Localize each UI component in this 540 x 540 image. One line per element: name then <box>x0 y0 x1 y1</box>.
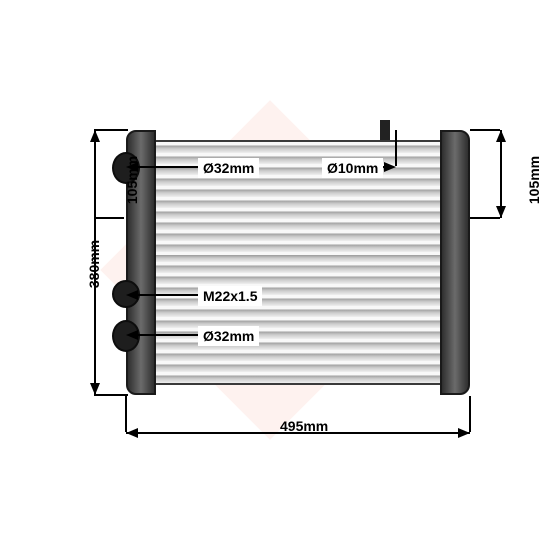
dim-right-105: 105mm <box>526 156 540 204</box>
dim-left-105: 105mm <box>124 156 140 204</box>
fin <box>150 317 446 328</box>
fin <box>150 197 446 208</box>
fin <box>150 273 446 284</box>
fin <box>150 350 446 361</box>
dim-height-380: 380mm <box>86 240 102 288</box>
fin <box>150 372 446 383</box>
fin <box>150 252 446 263</box>
fin <box>150 208 446 219</box>
fin <box>150 361 446 372</box>
mount-pin <box>380 120 390 140</box>
fin <box>150 241 446 252</box>
fin <box>150 230 446 241</box>
fin <box>150 142 446 153</box>
fin <box>150 295 446 306</box>
callout-d32-bottom: Ø32mm <box>198 326 259 346</box>
fin <box>150 219 446 230</box>
fin <box>150 175 446 186</box>
diagram-stage: { "layout": { "radiator": { "left": 148,… <box>0 0 540 540</box>
fin <box>150 306 446 317</box>
fin <box>150 186 446 197</box>
fin <box>150 153 446 164</box>
radiator-core <box>148 140 448 385</box>
radiator-fins <box>150 142 446 383</box>
dim-width-495: 495mm <box>280 418 328 434</box>
callout-d32-top: Ø32mm <box>198 158 259 178</box>
fin <box>150 262 446 273</box>
tank-right <box>440 130 470 395</box>
fin <box>150 339 446 350</box>
callout-m22: M22x1.5 <box>198 286 262 306</box>
callout-d10: Ø10mm <box>322 158 383 178</box>
